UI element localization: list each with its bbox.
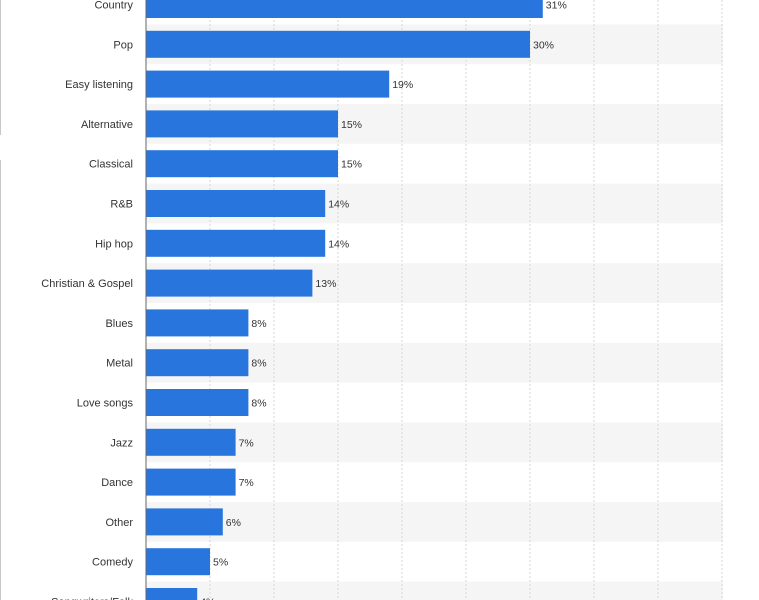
category-label: Songwriters/Folk (51, 597, 133, 600)
category-label: Alternative (81, 119, 133, 131)
category-label: Jazz (110, 437, 133, 449)
left-edge-line (0, 160, 1, 600)
category-label: Easy listening (65, 79, 133, 91)
value-label: 5% (213, 557, 228, 569)
value-label: 13% (315, 278, 336, 290)
value-label: 19% (392, 79, 413, 91)
bar[interactable] (146, 468, 236, 496)
bar[interactable] (146, 428, 236, 456)
category-label: Christian & Gospel (41, 278, 133, 290)
value-label: 30% (533, 39, 554, 51)
category-label: Other (105, 517, 133, 529)
bar[interactable] (146, 309, 249, 337)
bar[interactable] (146, 229, 326, 257)
category-labels: Country Pop Easy listening Alternative Class… (41, 0, 133, 600)
bar[interactable] (146, 150, 338, 178)
value-label: 15% (341, 119, 362, 131)
bar[interactable] (146, 508, 223, 536)
value-label: 8% (251, 358, 266, 370)
category-label: R&B (110, 199, 133, 211)
bar[interactable] (146, 548, 210, 576)
category-label: Comedy (92, 557, 133, 569)
row-stripe (146, 422, 723, 463)
bar[interactable] (146, 110, 338, 138)
category-label: Love songs (77, 398, 134, 410)
value-label: 14% (328, 199, 349, 211)
value-label: 31% (546, 0, 567, 12)
value-label: 4% (200, 597, 215, 600)
value-labels: 31% 30% 19% 15% 15% 14% 14% 13% 8% 8% 8% 7% 7% 6% 5% 4% (200, 0, 567, 600)
category-label: Pop (113, 39, 133, 51)
category-label: Metal (106, 358, 133, 370)
category-label: Hip hop (95, 238, 133, 250)
row-stripe (146, 502, 723, 542)
bar[interactable] (146, 389, 249, 416)
value-label: 15% (341, 159, 362, 171)
value-label: 7% (239, 437, 254, 449)
category-label: Country (94, 0, 133, 12)
value-label: 8% (251, 318, 266, 330)
bars (146, 0, 543, 600)
row-stripe (146, 581, 723, 600)
category-label: Dance (101, 477, 133, 489)
bar[interactable] (146, 349, 249, 377)
value-label: 7% (239, 477, 254, 489)
left-edge-line (0, 0, 1, 135)
bar[interactable] (146, 190, 326, 217)
category-label: Classical (89, 159, 133, 171)
bar[interactable] (146, 0, 543, 18)
bar[interactable] (146, 30, 530, 58)
bar[interactable] (146, 269, 313, 297)
bar[interactable] (146, 588, 198, 600)
value-label: 6% (226, 517, 241, 529)
value-label: 8% (251, 398, 266, 410)
gridlines (209, 0, 723, 600)
value-label: 14% (328, 238, 349, 250)
category-label: Blues (105, 318, 133, 330)
bar[interactable] (146, 70, 390, 98)
